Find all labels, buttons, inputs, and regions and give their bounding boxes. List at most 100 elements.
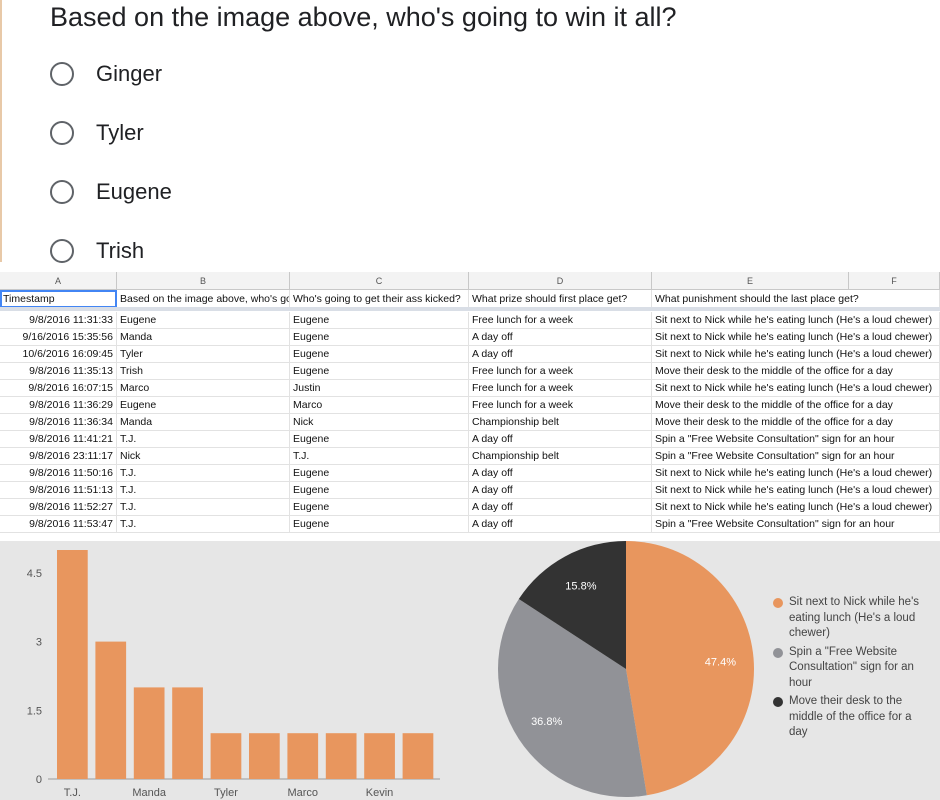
radio-button-icon[interactable] [50, 121, 74, 145]
data-cell[interactable]: 9/8/2016 11:50:16 [0, 465, 117, 482]
column-header-a[interactable]: A [0, 272, 117, 290]
data-cell[interactable]: 9/8/2016 11:52:27 [0, 499, 117, 516]
data-cell[interactable]: A day off [469, 329, 652, 346]
data-cell[interactable]: Manda [117, 414, 290, 431]
y-tick-label: 4.5 [27, 568, 42, 580]
data-cell[interactable]: 9/8/2016 23:11:17 [0, 448, 117, 465]
column-header-f[interactable]: F [849, 272, 940, 290]
data-cell[interactable]: Free lunch for a week [469, 380, 652, 397]
data-cell[interactable]: Sit next to Nick while he's eating lunch… [652, 499, 940, 516]
frozen-row-divider [0, 307, 940, 311]
bar [57, 550, 88, 779]
data-cell[interactable]: Spin a "Free Website Consultation" sign … [652, 516, 940, 533]
data-cell[interactable]: Sit next to Nick while he's eating lunch… [652, 465, 940, 482]
bar [95, 641, 127, 779]
data-cell[interactable]: A day off [469, 346, 652, 363]
header-cell[interactable]: Timestamp [0, 290, 117, 308]
legend-swatch [773, 598, 783, 608]
bar [249, 733, 280, 779]
option-label: Trish [96, 238, 145, 263]
data-cell[interactable]: T.J. [290, 448, 469, 465]
data-cell[interactable]: A day off [469, 499, 652, 516]
column-header-e[interactable]: E [652, 272, 849, 290]
data-cell[interactable]: Marco [290, 397, 469, 414]
data-cell[interactable]: A day off [469, 465, 652, 482]
data-cell[interactable]: Eugene [290, 431, 469, 448]
data-cell[interactable]: A day off [469, 516, 652, 533]
column-header-b[interactable]: B [117, 272, 290, 290]
data-cell[interactable]: Free lunch for a week [469, 363, 652, 380]
data-cell[interactable]: 10/6/2016 16:09:45 [0, 346, 117, 363]
header-cell[interactable]: What prize should first place get? [469, 290, 652, 308]
radio-button-icon[interactable] [50, 62, 74, 86]
data-cell[interactable]: A day off [469, 431, 652, 448]
data-cell[interactable]: Sit next to Nick while he's eating lunch… [652, 346, 940, 363]
data-cell[interactable]: Sit next to Nick while he's eating lunch… [652, 380, 940, 397]
data-cell[interactable]: Eugene [117, 397, 290, 414]
poll-question: Based on the image above, who's going to… [50, 2, 677, 32]
data-cell[interactable]: Move their desk to the middle of the off… [652, 397, 940, 414]
data-cell[interactable]: Justin [290, 380, 469, 397]
data-cell[interactable]: T.J. [117, 465, 290, 482]
poll-option-trish[interactable]: Trish [50, 234, 144, 268]
data-cell[interactable]: Eugene [290, 465, 469, 482]
data-cell[interactable]: Eugene [290, 482, 469, 499]
pie-chart: 47.4% 36.8% 15.8% [498, 541, 755, 797]
data-cell[interactable]: 9/8/2016 11:31:33 [0, 312, 117, 329]
bar [402, 733, 434, 779]
data-cell[interactable]: T.J. [117, 499, 290, 516]
option-label: Eugene [96, 179, 172, 204]
data-cell[interactable]: 9/8/2016 11:36:29 [0, 397, 117, 414]
data-cell[interactable]: 9/8/2016 16:07:15 [0, 380, 117, 397]
data-cell[interactable]: Free lunch for a week [469, 397, 652, 414]
data-cell[interactable]: 9/8/2016 11:51:13 [0, 482, 117, 499]
data-cell[interactable]: Sit next to Nick while he's eating lunch… [652, 329, 940, 346]
data-cell[interactable]: Move their desk to the middle of the off… [652, 363, 940, 380]
radio-button-icon[interactable] [50, 239, 74, 263]
pie-slice [626, 541, 755, 796]
data-cell[interactable]: Eugene [290, 329, 469, 346]
data-cell[interactable]: T.J. [117, 431, 290, 448]
data-cell[interactable]: T.J. [117, 516, 290, 533]
data-cell[interactable]: Manda [117, 329, 290, 346]
bar [364, 733, 395, 779]
data-cell[interactable]: Eugene [117, 312, 290, 329]
data-cell[interactable]: Championship belt [469, 414, 652, 431]
data-cell[interactable]: Nick [117, 448, 290, 465]
header-cell[interactable]: What punishment should the last place ge… [652, 290, 940, 308]
poll-option-ginger[interactable]: Ginger [50, 57, 162, 91]
data-cell[interactable]: Marco [117, 380, 290, 397]
data-cell[interactable]: Tyler [117, 346, 290, 363]
header-cell[interactable]: Based on the image above, who's go [117, 290, 290, 308]
data-cell[interactable]: Eugene [290, 516, 469, 533]
poll-option-tyler[interactable]: Tyler [50, 116, 144, 150]
poll-option-eugene[interactable]: Eugene [50, 175, 172, 209]
data-cell[interactable]: Nick [290, 414, 469, 431]
data-cell[interactable]: Sit next to Nick while he's eating lunch… [652, 312, 940, 329]
data-cell[interactable]: Eugene [290, 346, 469, 363]
data-cell[interactable]: Sit next to Nick while he's eating lunch… [652, 482, 940, 499]
data-cell[interactable]: Move their desk to the middle of the off… [652, 414, 940, 431]
data-cell[interactable]: Eugene [290, 499, 469, 516]
header-cell[interactable]: Who's going to get their ass kicked? [290, 290, 469, 308]
x-tick-label: Manda [132, 787, 167, 799]
data-cell[interactable]: 9/8/2016 11:41:21 [0, 431, 117, 448]
data-cell[interactable]: Trish [117, 363, 290, 380]
data-cell[interactable]: Free lunch for a week [469, 312, 652, 329]
data-cell[interactable]: Championship belt [469, 448, 652, 465]
data-cell[interactable]: A day off [469, 482, 652, 499]
data-cell[interactable]: 9/8/2016 11:53:47 [0, 516, 117, 533]
data-cell[interactable]: Spin a "Free Website Consultation" sign … [652, 448, 940, 465]
data-cell[interactable]: Eugene [290, 363, 469, 380]
column-header-c[interactable]: C [290, 272, 469, 290]
radio-button-icon[interactable] [50, 180, 74, 204]
data-cell[interactable]: Eugene [290, 312, 469, 329]
bar [133, 687, 165, 779]
responses-spreadsheet: A B C D E F Timestamp Based on the image … [0, 272, 940, 534]
data-cell[interactable]: 9/16/2016 15:35:56 [0, 329, 117, 346]
column-header-d[interactable]: D [469, 272, 652, 290]
data-cell[interactable]: 9/8/2016 11:35:13 [0, 363, 117, 380]
data-cell[interactable]: Spin a "Free Website Consultation" sign … [652, 431, 940, 448]
data-cell[interactable]: T.J. [117, 482, 290, 499]
data-cell[interactable]: 9/8/2016 11:36:34 [0, 414, 117, 431]
